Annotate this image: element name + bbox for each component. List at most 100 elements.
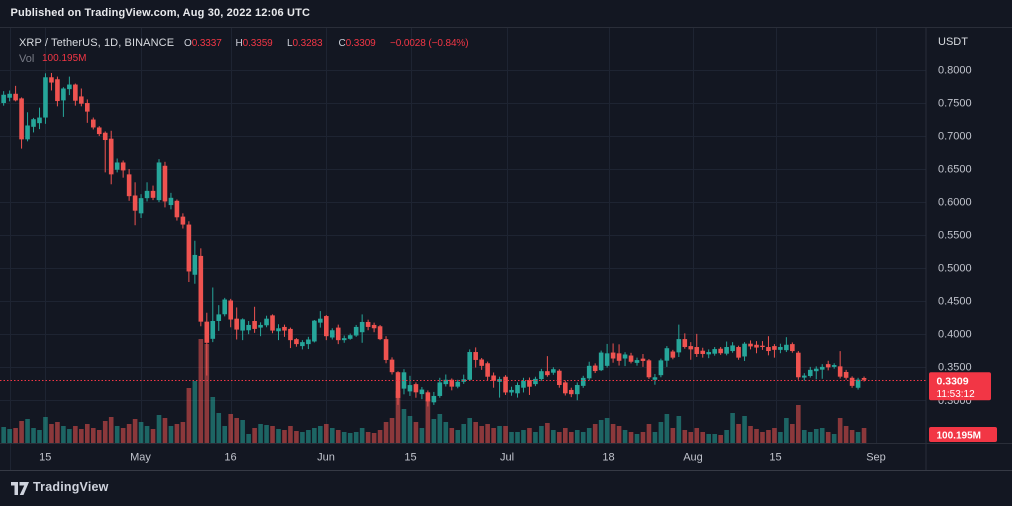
volume-bar — [790, 424, 795, 443]
volume-value: 100.195M — [42, 53, 87, 64]
volume-bar — [467, 418, 472, 443]
candle-body — [843, 371, 849, 378]
price-axis[interactable]: USDT 0.8000 0.7500 0.7000 0.6500 0.6000 0.5500… — [938, 36, 972, 407]
volume-bar — [837, 418, 843, 443]
volume-label: Vol — [19, 52, 35, 65]
volume-bar — [108, 417, 114, 443]
candle-body — [682, 339, 688, 348]
time-axis-label: May — [130, 452, 151, 464]
volume-bar — [580, 432, 586, 443]
volume-bar — [162, 418, 168, 443]
last-volume-value: 100.195M — [937, 431, 981, 442]
high-value: 0.3359 — [242, 37, 273, 49]
volume-bar — [37, 430, 42, 443]
candle-body — [861, 377, 867, 380]
candle-body — [96, 127, 102, 135]
tradingview-brand[interactable]: TradingView — [33, 480, 109, 494]
candle-body — [156, 162, 162, 201]
symbol-title[interactable]: XRP / TetherUS, 1D, BINANCE — [19, 37, 175, 49]
volume-bar — [347, 433, 353, 443]
volume-bar — [574, 430, 580, 443]
volume-bar — [724, 430, 729, 443]
volume-bar — [807, 432, 813, 443]
volume-pane[interactable] — [1, 339, 867, 443]
volume-bar — [407, 416, 413, 443]
time-axis-label: 15 — [39, 452, 51, 464]
price-axis-label: 0.4500 — [938, 296, 972, 308]
candle-body — [126, 174, 132, 197]
candle-body — [353, 326, 359, 336]
price-axis-label: 0.5500 — [938, 230, 972, 242]
candle-body — [90, 119, 96, 128]
candle-body — [359, 321, 365, 333]
candle-body — [539, 371, 544, 380]
volume-bar — [383, 422, 389, 443]
volume-bar — [730, 413, 735, 443]
candle-body — [222, 299, 228, 315]
volume-bar — [318, 426, 323, 443]
candle-body — [760, 345, 765, 348]
candle-body — [778, 347, 783, 350]
volume-bar — [401, 409, 407, 443]
volume-bar — [455, 430, 461, 443]
candlestick-series[interactable] — [1, 72, 867, 407]
candle-body — [306, 339, 311, 345]
price-axis-label: 0.7500 — [938, 98, 972, 110]
time-axis[interactable]: 15 May 16 Jun 15 Jul 18 Aug 15 Sep — [39, 452, 886, 464]
candle-body — [718, 348, 723, 354]
candle-body — [19, 98, 24, 140]
volume-bar — [431, 419, 437, 443]
volume-bar — [772, 428, 777, 443]
candle-body — [802, 375, 807, 378]
candle-body — [395, 372, 401, 398]
footer-bar: TradingView — [0, 471, 1012, 506]
candle-body — [551, 369, 556, 373]
candle-body — [628, 355, 634, 362]
time-axis-label: Aug — [683, 452, 703, 464]
volume-bar — [539, 426, 544, 443]
volume-bar — [658, 422, 664, 443]
volume-bar — [222, 426, 228, 443]
candle-body — [13, 93, 18, 101]
candle-body — [813, 368, 819, 372]
candle-body — [736, 347, 741, 358]
volume-bar — [813, 429, 819, 443]
volume-bar — [335, 430, 341, 443]
volume-bar — [682, 430, 688, 443]
volume-bar — [252, 428, 257, 443]
candle-body — [228, 300, 233, 320]
volume-bar — [132, 419, 138, 443]
volume-bar — [551, 430, 556, 443]
candle-body — [335, 327, 341, 341]
volume-bar — [234, 418, 239, 443]
candle-body — [168, 197, 174, 206]
volume-bar — [592, 424, 598, 443]
volume-bar — [359, 428, 365, 443]
ohlc-high: H0.3359 — [236, 38, 273, 49]
volume-bar — [1, 427, 6, 443]
candle-body — [509, 389, 514, 393]
candle-body — [264, 318, 269, 326]
volume-bar — [718, 435, 723, 443]
price-axis-label: 0.5000 — [938, 263, 972, 275]
candle-body — [425, 392, 431, 402]
candle-body — [37, 117, 42, 124]
candle-body — [527, 379, 532, 387]
candle-body — [114, 162, 120, 170]
open-value: 0.3337 — [191, 37, 222, 49]
candle-body — [706, 352, 711, 355]
volume-bar — [240, 420, 245, 443]
candle-body — [198, 255, 204, 322]
volume-bar — [831, 434, 837, 443]
candle-body — [568, 389, 574, 395]
candle-body — [849, 377, 855, 386]
candle-body — [580, 377, 586, 386]
last-volume-label: 100.195M — [929, 427, 997, 442]
volume-bar — [622, 430, 628, 443]
candle-body — [796, 352, 801, 378]
volume-bar — [49, 424, 54, 443]
tradingview-logo-icon[interactable] — [11, 482, 29, 495]
volume-bar — [491, 428, 496, 443]
candle-body — [640, 358, 646, 361]
